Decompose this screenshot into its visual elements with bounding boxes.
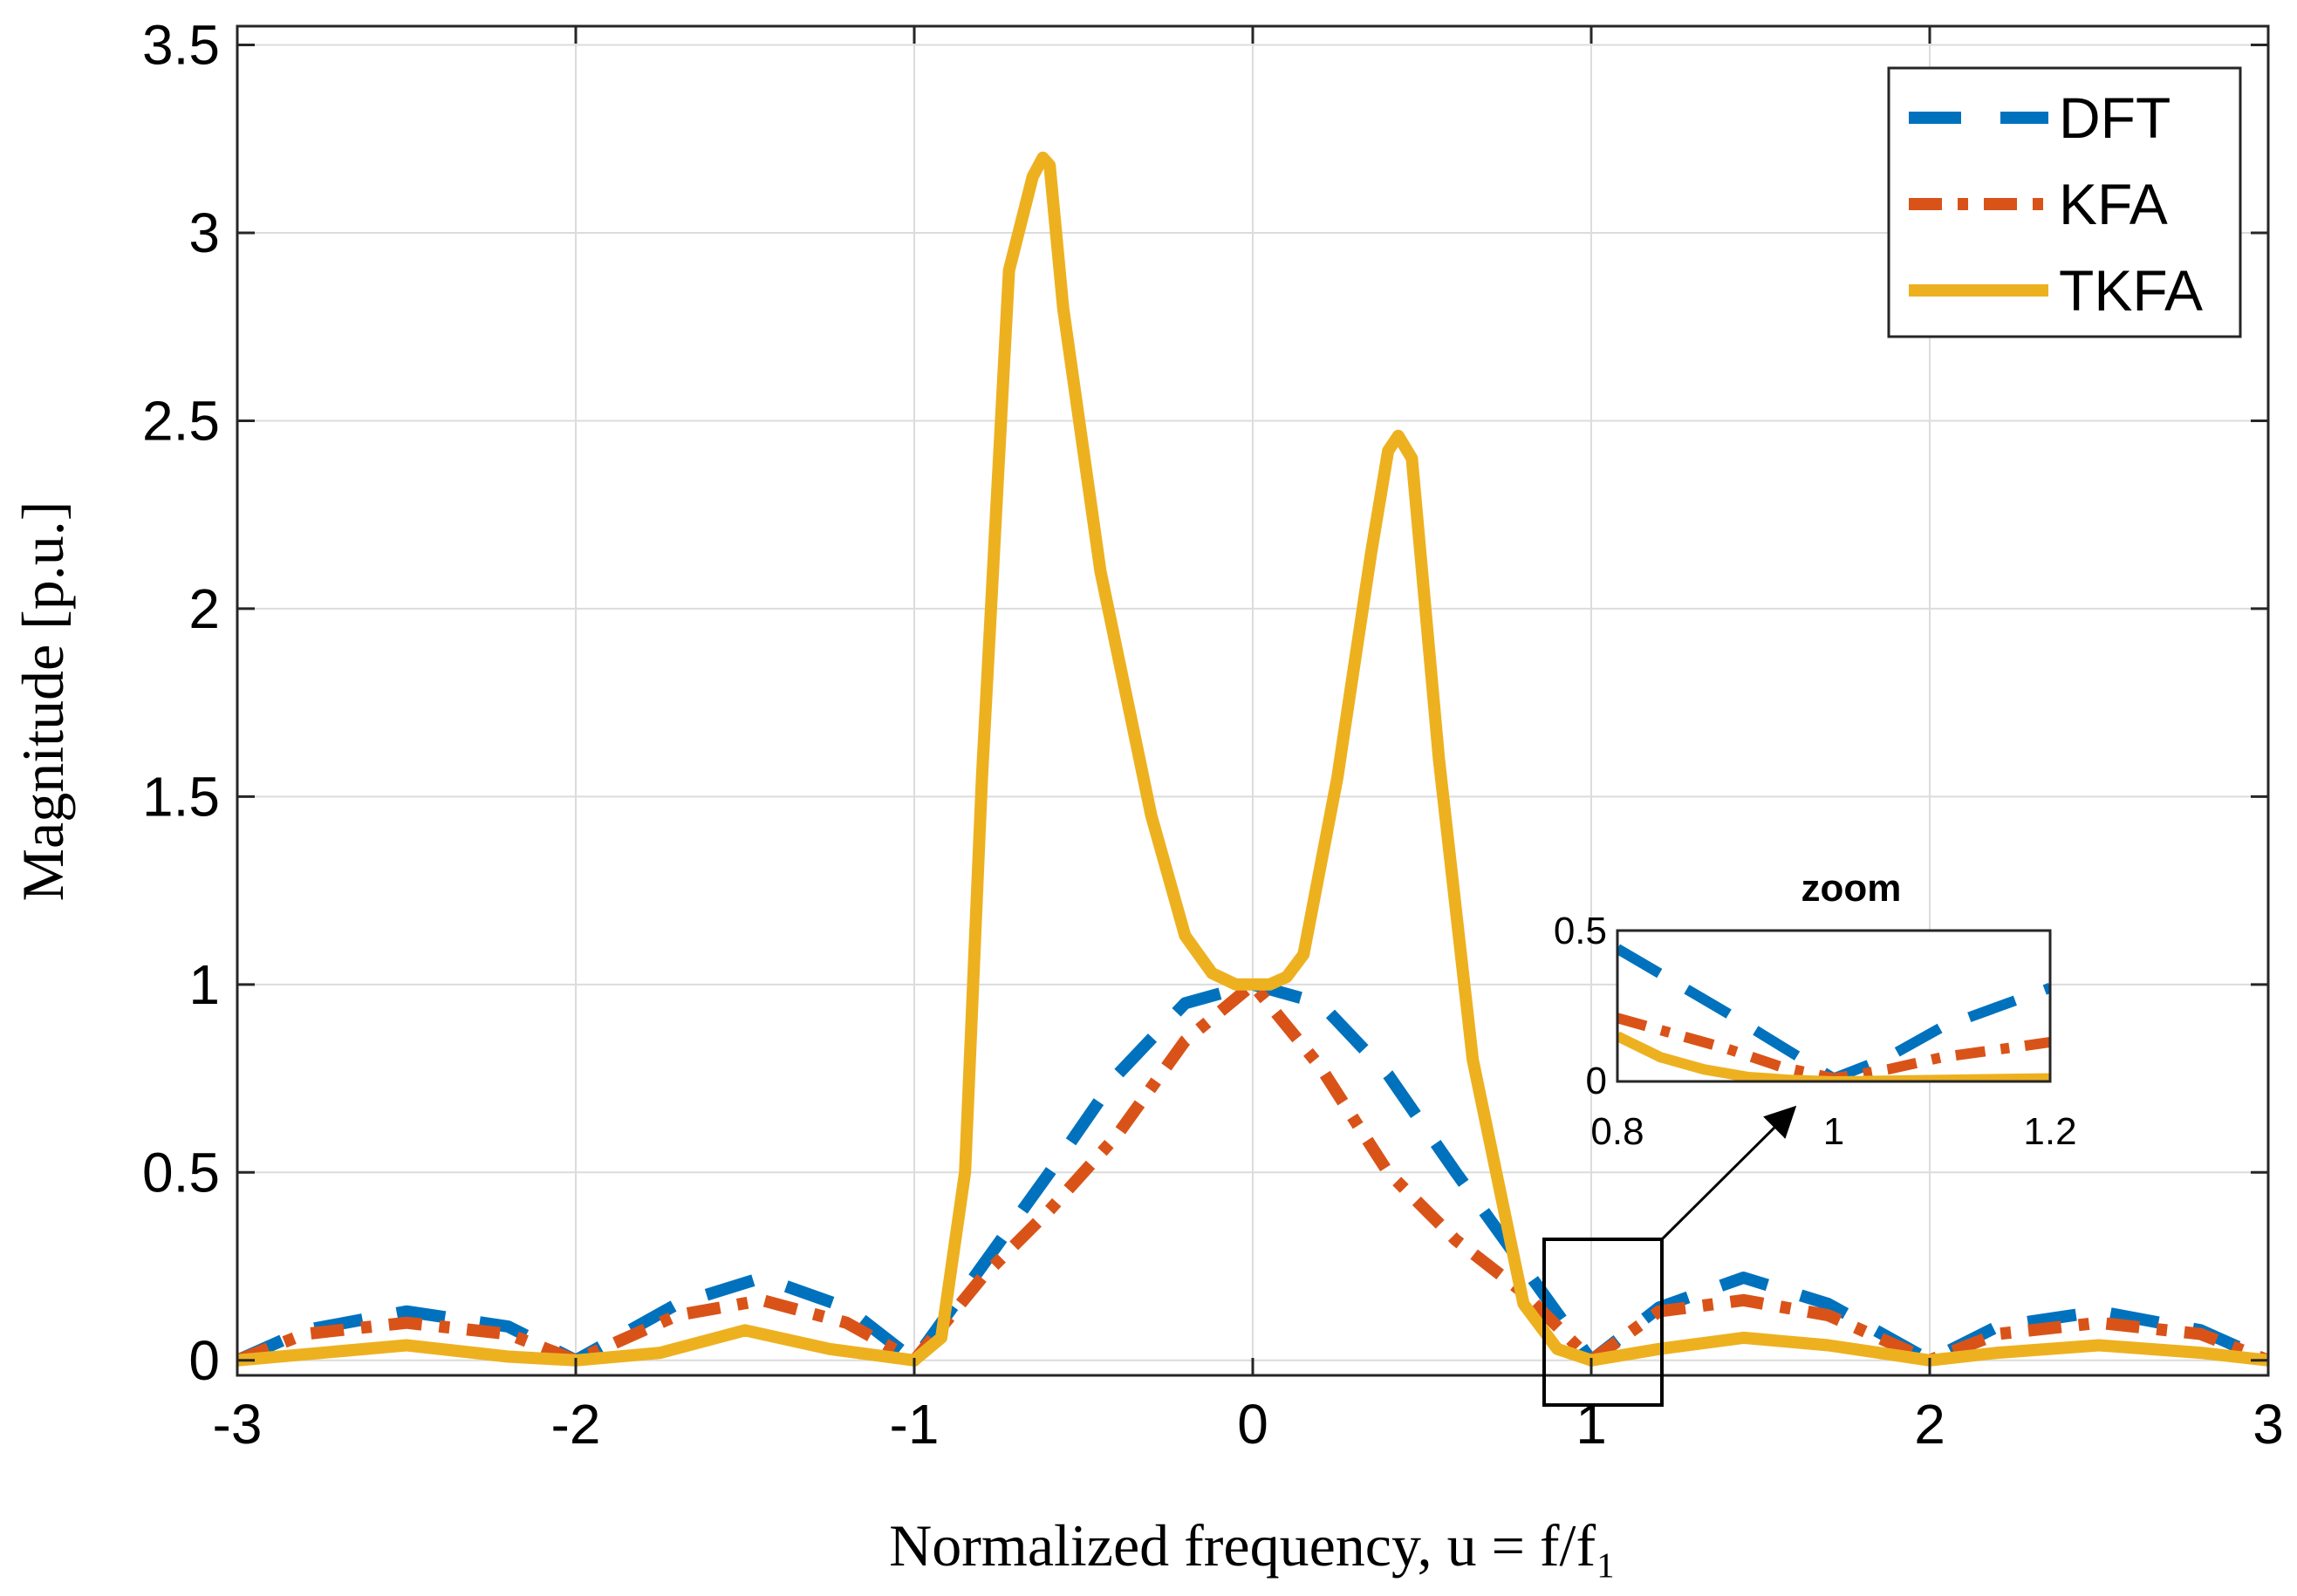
inset-plot: zoom 0.8 1 1.2 0 0.5 [1554,867,2077,1153]
x-tick-label: 0 [1237,1393,1268,1456]
y-tick-label: 1.5 [142,765,220,828]
x-tick-label: -2 [551,1393,601,1456]
x-tick-label: 1 [1576,1393,1607,1456]
x-tick-label: 2 [1914,1393,1945,1456]
inset-xtick-label: 0.8 [1590,1110,1644,1153]
y-tick-label: 3.5 [142,14,220,77]
zoom-arrow [1660,1105,1797,1241]
zoom-region-box [1542,1238,1664,1407]
y-axis-label: Magnitude [p.u.] [10,501,76,902]
inset-xtick-label: 1.2 [2023,1110,2076,1153]
inset-ytick-label: 0.5 [1554,910,1607,952]
inset-title: zoom [1801,867,1902,910]
legend-label-kfa: KFA [2059,172,2168,236]
inset-axes-box [1616,929,2052,1083]
x-tick-label: -3 [213,1393,263,1456]
inset-ytick-label: 0 [1586,1060,1607,1102]
legend-label-tkfa: TKFA [2059,258,2203,323]
series-line-kfa [237,978,2268,1367]
y-tick-label: 2 [188,577,220,640]
x-axis-label: Normalized frequency, u = f/f₁ [889,1512,1617,1579]
y-tick-label: 3 [188,201,220,264]
legend-label-dft: DFT [2059,85,2171,150]
inset-xtick-label: 1 [1823,1110,1844,1153]
ticks: -3 -2 -1 0 1 2 3 0 0.5 1 1.5 2 2.5 3 3.5 [142,14,2284,1456]
y-tick-label: 0.5 [142,1141,220,1204]
legend: DFT KFA TKFA [1887,66,2242,338]
y-tick-label: 0 [188,1329,220,1392]
y-tick-label: 1 [188,953,220,1016]
x-tick-label: 3 [2253,1393,2284,1456]
y-tick-label: 2.5 [142,389,220,452]
x-tick-label: -1 [890,1393,940,1456]
